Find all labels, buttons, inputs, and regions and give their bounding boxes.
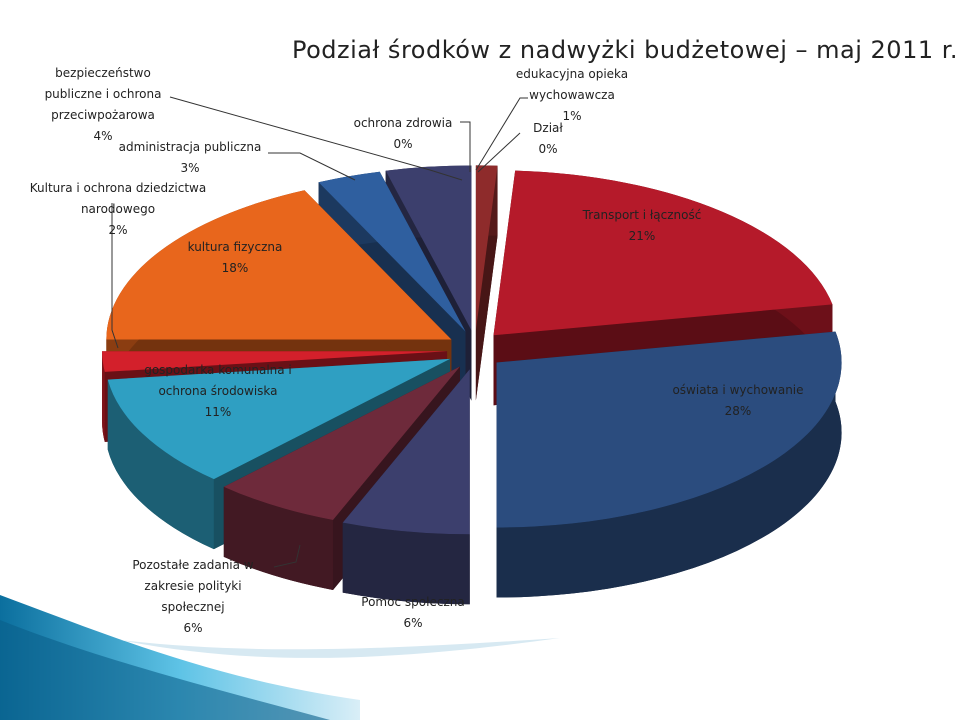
category-label: bezpieczeństwo publiczne i ochrona przec… (44, 66, 162, 122)
value-label: 3% (180, 161, 200, 175)
decor-wave (120, 638, 560, 658)
data-label: Pomoc społeczna 6% (343, 592, 483, 634)
data-label: administracja publiczna 3% (100, 137, 280, 179)
slice (496, 331, 842, 528)
data-label: Kultura i ochrona dziedzictwa narodowego… (18, 178, 218, 241)
slice (493, 170, 833, 336)
value-label: 18% (221, 261, 249, 275)
value-label: 6% (183, 621, 203, 635)
category-label: edukacyjna opieka wychowawcza (515, 67, 629, 102)
data-label: gospodarka komunalna i ochrona środowisk… (123, 360, 313, 423)
data-label: edukacyjna opieka wychowawcza 1% (507, 64, 637, 127)
slice (107, 358, 451, 480)
slice-side (342, 522, 470, 605)
data-label: Transport i łączność 21% (562, 205, 722, 247)
data-label: kultura fizyczna 18% (160, 237, 310, 279)
slice-side (496, 331, 842, 598)
category-label: oświata i wychowanie (672, 383, 804, 397)
leader-lines (111, 96, 528, 568)
category-label: Pomoc społeczna (361, 595, 465, 609)
category-label: Kultura i ochrona dziedzictwa narodowego (29, 181, 207, 216)
slice (342, 369, 470, 535)
slice-side (102, 351, 105, 442)
category-label: administracja publiczna (118, 140, 262, 154)
value-label: 4% (93, 129, 113, 143)
value-label: 21% (628, 229, 656, 243)
slice (318, 171, 466, 332)
data-label: Dział 0% (518, 118, 578, 160)
slice-side (223, 486, 333, 590)
slice (102, 351, 448, 372)
value-label: 6% (403, 616, 423, 630)
slice-side (107, 379, 214, 550)
data-label: Pozostałe zadania w zakresie polityki sp… (118, 555, 268, 639)
value-label: 1% (562, 109, 582, 123)
category-label: Pozostałe zadania w zakresie polityki sp… (132, 558, 254, 614)
data-label: bezpieczeństwo publiczne i ochrona przec… (33, 63, 173, 147)
slice (106, 190, 452, 340)
category-label: Transport i łączność (582, 208, 702, 222)
slice (475, 165, 498, 331)
data-label: ochrona zdrowia 0% (333, 113, 473, 155)
data-label: oświata i wychowanie 28% (658, 380, 818, 422)
value-label: 2% (108, 223, 128, 237)
chart-title: Podział środków z nadwyżki budżetowej – … (291, 36, 959, 64)
slice (223, 366, 460, 520)
category-label: Dział (533, 121, 563, 135)
slice (385, 165, 472, 331)
category-label: kultura fizyczna (187, 240, 283, 254)
value-label: 28% (724, 404, 752, 418)
value-label: 0% (538, 142, 558, 156)
value-label: 0% (393, 137, 413, 151)
category-label: ochrona zdrowia (353, 116, 453, 130)
category-label: gospodarka komunalna i ochrona środowisk… (144, 363, 292, 398)
pie (102, 165, 842, 605)
decor-wave (0, 620, 330, 720)
value-label: 11% (204, 405, 232, 419)
